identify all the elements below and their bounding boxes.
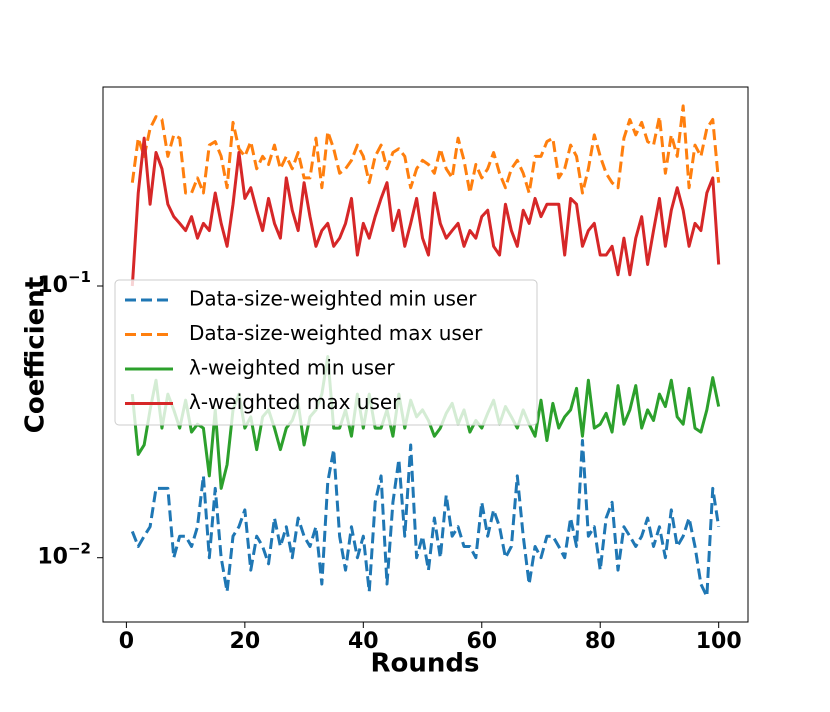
legend-box [114,279,538,426]
x-axis-label: Rounds [371,649,480,679]
legend-label: Data-size-weighted max user [189,321,483,345]
line-series [130,136,721,287]
legend: Data-size-weighted min user Data-size-wei… [114,279,538,426]
line-series [130,439,721,598]
y-axis-label: Coefficient [21,277,51,433]
x-tick-label: 40 [348,629,379,654]
legend-label: λ-weighted min user [189,356,395,380]
y-tick-label: 10−2 [37,539,91,570]
x-tick-label: 60 [466,629,497,654]
x-tick-label: 0 [119,629,134,654]
x-tick-label: 20 [230,629,261,654]
x-tick-label: 80 [585,629,616,654]
axes-frame [102,86,749,623]
line-series [130,104,721,195]
legend-label: λ-weighted max user [189,390,401,414]
y-tick-label: 10−1 [37,268,91,299]
x-tick-label: 100 [696,629,742,654]
legend-label: Data-size-weighted min user [189,287,477,311]
